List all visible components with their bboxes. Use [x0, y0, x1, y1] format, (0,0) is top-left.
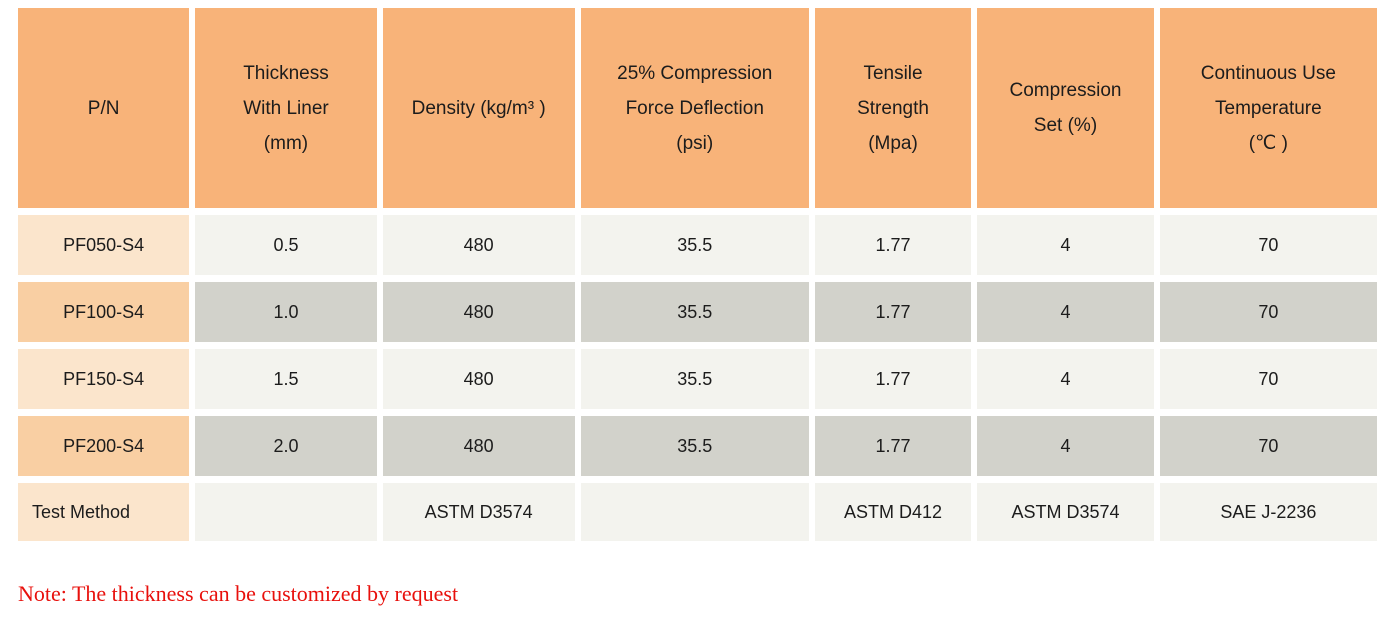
column-header: P/N: [18, 8, 190, 208]
column-header: 25% Compression Force Deflection (psi): [580, 8, 809, 208]
spec-row: PF150-S4 1.5 480 35.5 1.77 4 70: [18, 349, 1377, 409]
spec-row: PF100-S4 1.0 480 35.5 1.77 4 70: [18, 282, 1377, 342]
spec-row: PF050-S4 0.5 480 35.5 1.77 4 70: [18, 215, 1377, 275]
value-cell: 1.5: [195, 349, 377, 409]
value-cell: 480: [382, 349, 575, 409]
value-cell: 35.5: [580, 349, 809, 409]
pn-cell: PF150-S4: [18, 349, 190, 409]
column-header: Tensile Strength (Mpa): [814, 8, 972, 208]
value-cell: [195, 483, 377, 541]
value-cell: 4: [977, 349, 1154, 409]
value-cell: 0.5: [195, 215, 377, 275]
value-cell: ASTM D412: [814, 483, 972, 541]
pn-cell: Test Method: [18, 483, 190, 541]
column-header: Continuous Use Temperature (℃ ): [1159, 8, 1377, 208]
column-header: Compression Set (%): [977, 8, 1154, 208]
header-row: P/N Thickness With Liner (mm) Density (kg/…: [18, 8, 1377, 208]
value-cell: 1.77: [814, 282, 972, 342]
value-cell: 480: [382, 215, 575, 275]
value-cell: 35.5: [580, 282, 809, 342]
pn-cell: PF050-S4: [18, 215, 190, 275]
test-method-row: Test Method ASTM D3574 ASTM D412 ASTM D3574…: [18, 483, 1377, 541]
value-cell: ASTM D3574: [382, 483, 575, 541]
value-cell: 4: [977, 215, 1154, 275]
column-header: Thickness With Liner (mm): [195, 8, 377, 208]
value-cell: 35.5: [580, 215, 809, 275]
pn-cell: PF200-S4: [18, 416, 190, 476]
value-cell: 1.77: [814, 416, 972, 476]
value-cell: 480: [382, 416, 575, 476]
value-cell: 1.77: [814, 349, 972, 409]
value-cell: 4: [977, 282, 1154, 342]
value-cell: 70: [1159, 416, 1377, 476]
column-header: Density (kg/m³ ): [382, 8, 575, 208]
note-text: Note: The thickness can be customized by…: [18, 581, 459, 606]
value-cell: 4: [977, 416, 1154, 476]
value-cell: 70: [1159, 349, 1377, 409]
pn-cell: PF100-S4: [18, 282, 190, 342]
value-cell: 2.0: [195, 416, 377, 476]
spec-table: P/N Thickness With Liner (mm) Density (kg/…: [12, 1, 1383, 548]
value-cell: 480: [382, 282, 575, 342]
value-cell: 70: [1159, 215, 1377, 275]
spec-table-body: PF050-S4 0.5 480 35.5 1.77 4 70 PF100-S4 1.0 480 3…: [18, 215, 1377, 541]
spec-row: PF200-S4 2.0 480 35.5 1.77 4 70: [18, 416, 1377, 476]
value-cell: 35.5: [580, 416, 809, 476]
value-cell: ASTM D3574: [977, 483, 1154, 541]
value-cell: 1.77: [814, 215, 972, 275]
value-cell: 1.0: [195, 282, 377, 342]
value-cell: [580, 483, 809, 541]
value-cell: SAE J-2236: [1159, 483, 1377, 541]
value-cell: 70: [1159, 282, 1377, 342]
